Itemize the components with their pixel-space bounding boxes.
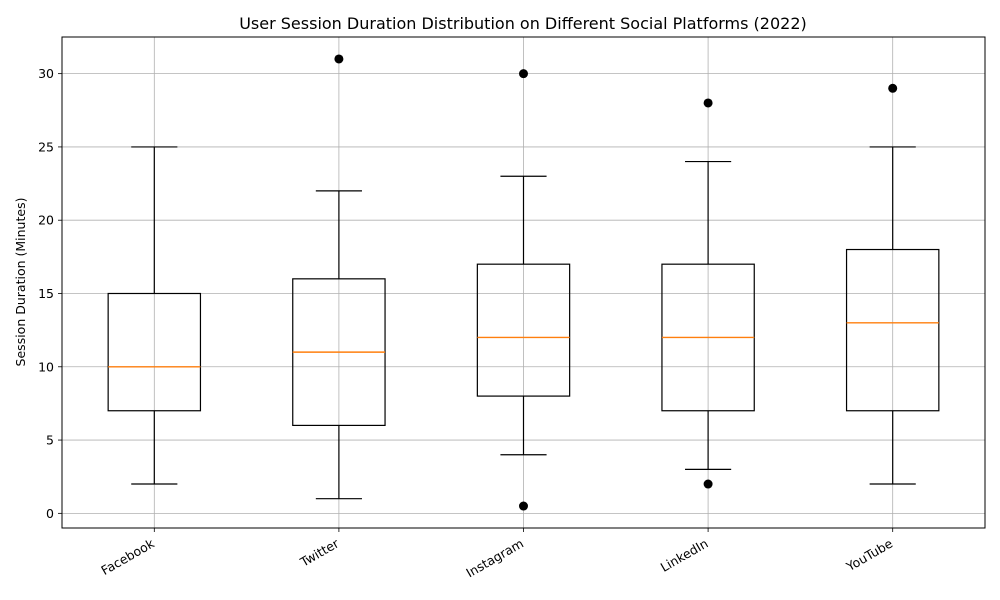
plot-frame	[61, 36, 986, 529]
iqr-box	[476, 263, 571, 397]
chart-title: User Session Duration Distribution on Di…	[239, 14, 807, 33]
iqr-box	[107, 292, 202, 412]
x-tick-label: YouTube	[843, 535, 896, 574]
x-tick-label: LinkedIn	[658, 536, 711, 575]
box-facebook	[107, 146, 202, 485]
boxes	[107, 54, 940, 511]
outlier-point	[703, 98, 713, 108]
iqr-box	[845, 248, 940, 412]
outlier-point	[519, 501, 528, 511]
outlier-point	[334, 54, 344, 64]
x-tick-label: Twitter	[297, 535, 342, 570]
y-tick-label: 30	[38, 66, 54, 81]
x-tick-label: Instagram	[463, 536, 526, 581]
y-tick-label: 10	[38, 359, 54, 374]
y-tick-label: 20	[38, 213, 54, 228]
axis-ticks: 0 5 10 15 20 25 30 Facebook Twitter Instagram Link…	[38, 66, 895, 580]
x-tick-label: Facebook	[98, 535, 157, 578]
y-tick-label: 0	[46, 506, 54, 521]
outlier-point	[703, 479, 713, 489]
outlier-point	[888, 83, 898, 93]
y-tick-label: 5	[46, 433, 54, 448]
box-linkedin	[661, 98, 755, 489]
y-tick-label: 25	[38, 139, 54, 154]
box-instagram	[476, 69, 571, 511]
box-youtube	[845, 83, 940, 485]
outlier-point	[519, 69, 528, 79]
y-axis-label: Session Duration (Minutes)	[13, 198, 28, 367]
y-tick-label: 15	[38, 286, 54, 301]
box-twitter	[292, 54, 386, 500]
